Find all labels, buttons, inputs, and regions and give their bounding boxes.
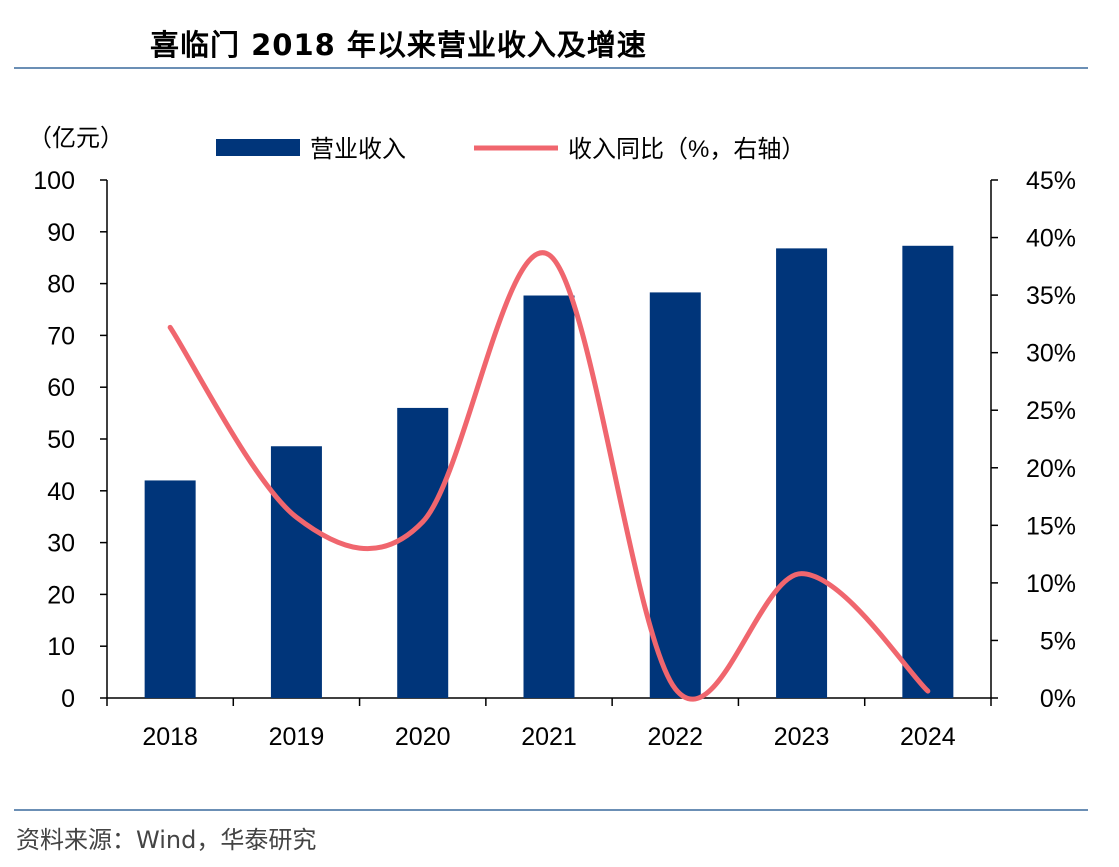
x-tick-label: 2020: [395, 723, 451, 751]
left-tick-label: 40: [47, 478, 75, 506]
left-axis-unit: （亿元）: [28, 125, 124, 152]
source-note: 资料来源：Wind，华泰研究: [16, 826, 317, 854]
legend-label-bar: 营业收入: [310, 136, 406, 163]
growth-line: [167, 250, 931, 702]
right-tick-label: 20%: [1026, 455, 1076, 483]
x-tick-label: 2023: [774, 723, 830, 751]
left-tick-label: 90: [47, 219, 75, 247]
left-tick-label: 10: [47, 633, 75, 661]
left-tick-label: 80: [47, 271, 75, 299]
combo-chart: 0 10 20 30 40 50 60 70 80 90 100 0% 5% 10% 15% 20% 25% 3…: [28, 125, 1076, 751]
left-tick-label: 60: [47, 374, 75, 402]
legend-label-line: 收入同比（%，右轴）: [568, 136, 805, 163]
right-tick-label: 15%: [1026, 512, 1076, 540]
bar: [523, 295, 575, 698]
legend: 营业收入 收入同比（%，右轴）: [216, 136, 805, 163]
right-tick-label: 25%: [1026, 397, 1076, 425]
line-series: [167, 250, 931, 702]
x-tick-label: 2018: [142, 723, 198, 751]
left-tick-label: 50: [47, 426, 75, 454]
right-tick-label: 5%: [1040, 627, 1076, 655]
bar: [902, 245, 954, 698]
footer-divider: [14, 809, 1088, 811]
right-tick-label: 45%: [1026, 167, 1076, 195]
x-axis: 2018 2019 2020 2021 2022 2023 2024: [106, 697, 992, 751]
right-tick-label: 0%: [1040, 685, 1076, 713]
title-divider: [14, 67, 1088, 69]
right-axis: 0% 5% 10% 15% 20% 25% 30% 35% 40% 45%: [990, 167, 1076, 713]
x-tick-label: 2022: [647, 723, 703, 751]
right-tick-label: 30%: [1026, 340, 1076, 368]
bar-series: [144, 245, 954, 698]
bar: [776, 248, 828, 698]
left-tick-label: 30: [47, 530, 75, 558]
chart-title: 喜临门 2018 年以来营业收入及增速: [150, 28, 647, 62]
left-axis: 0 10 20 30 40 50 60 70 80 90 100: [33, 167, 108, 713]
x-tick-label: 2021: [521, 723, 577, 751]
right-tick-label: 10%: [1026, 570, 1076, 598]
bar: [649, 292, 701, 698]
legend-swatch-bar: [216, 139, 300, 156]
bar: [270, 446, 322, 698]
right-tick-label: 40%: [1026, 225, 1076, 253]
left-tick-label: 100: [33, 167, 75, 195]
bar: [144, 480, 196, 698]
bar: [397, 407, 449, 698]
left-tick-label: 20: [47, 581, 75, 609]
left-tick-label: 0: [61, 685, 75, 713]
x-tick-label: 2024: [900, 723, 956, 751]
left-tick-label: 70: [47, 322, 75, 350]
x-tick-label: 2019: [269, 723, 325, 751]
right-tick-label: 35%: [1026, 282, 1076, 310]
